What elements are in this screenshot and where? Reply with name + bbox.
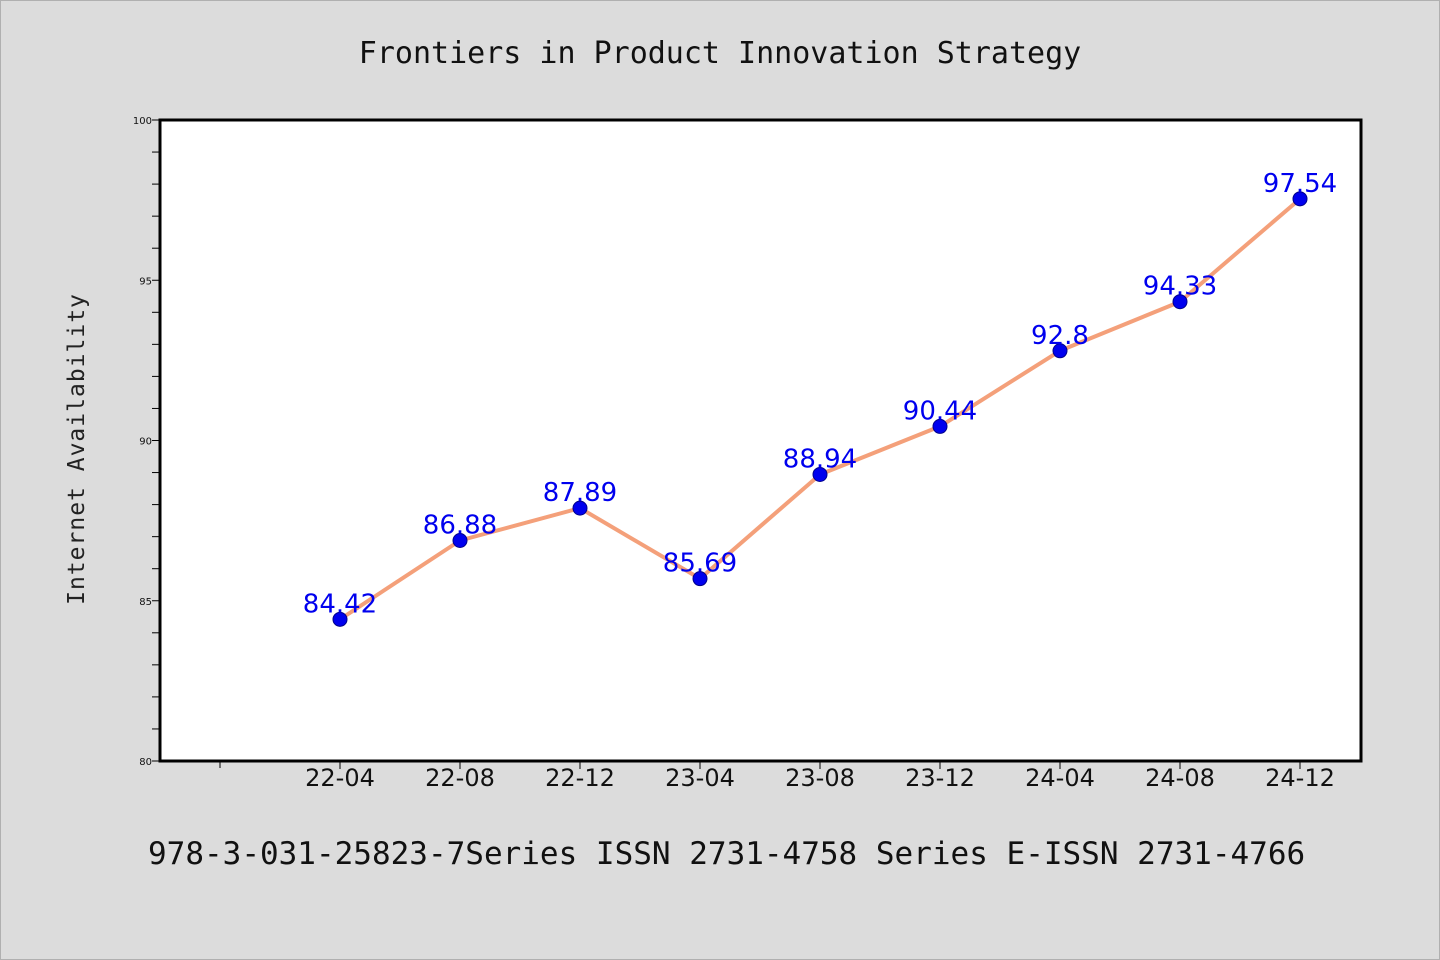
- x-tick-label: 24-08: [1145, 764, 1215, 792]
- data-label: 92.8: [1031, 321, 1089, 351]
- data-point: [932, 418, 948, 434]
- data-label: 86.88: [423, 510, 497, 540]
- data-point: [1172, 294, 1188, 310]
- x-tick-label: 23-04: [665, 764, 735, 792]
- x-axis: 22-04 22-08 22-12 23-04 23-08 23-12 24-04 24-08…: [219, 761, 1335, 792]
- isbn-issn-footer: 978-3-031-25823-7Series ISSN 2731-4758 S…: [148, 836, 1305, 872]
- data-point: [332, 611, 348, 627]
- y-tick-label: 100: [133, 116, 152, 127]
- y-tick-label: 85: [139, 597, 152, 608]
- data-point: [812, 466, 828, 482]
- data-label: 88.94: [783, 444, 857, 474]
- x-tick-label: 24-12: [1265, 764, 1335, 792]
- data-label: 90.44: [903, 396, 977, 426]
- y-axis: 80 85 90 95 100: [133, 116, 160, 768]
- x-tick-label: 23-12: [905, 764, 975, 792]
- data-label: 97.54: [1263, 169, 1337, 199]
- data-point: [1292, 191, 1308, 207]
- x-tick-label: 23-08: [785, 764, 855, 792]
- data-point: [572, 500, 588, 516]
- series-layer: 84.42 86.88 87.89 85.69 88.94 90.44 92.8 94.33 9…: [303, 169, 1337, 627]
- data-point: [1052, 343, 1068, 359]
- data-label: 94.33: [1143, 272, 1217, 302]
- data-label: 85.69: [663, 549, 737, 579]
- x-tick-label: 22-04: [305, 764, 375, 792]
- x-tick-label: 22-12: [545, 764, 615, 792]
- x-tick-label: 22-08: [425, 764, 495, 792]
- x-tick-label: 24-04: [1025, 764, 1095, 792]
- y-tick-label: 90: [139, 437, 152, 448]
- y-tick-label: 95: [139, 276, 152, 287]
- data-label: 84.42: [303, 589, 377, 619]
- plot-area: [158, 118, 1363, 763]
- data-label: 87.89: [543, 478, 617, 508]
- data-point: [452, 532, 468, 548]
- y-axis-label: Internet Availability: [64, 293, 90, 605]
- data-point: [692, 571, 708, 587]
- chart-title: Frontiers in Product Innovation Strategy: [359, 36, 1081, 71]
- y-tick-label: 80: [139, 757, 152, 768]
